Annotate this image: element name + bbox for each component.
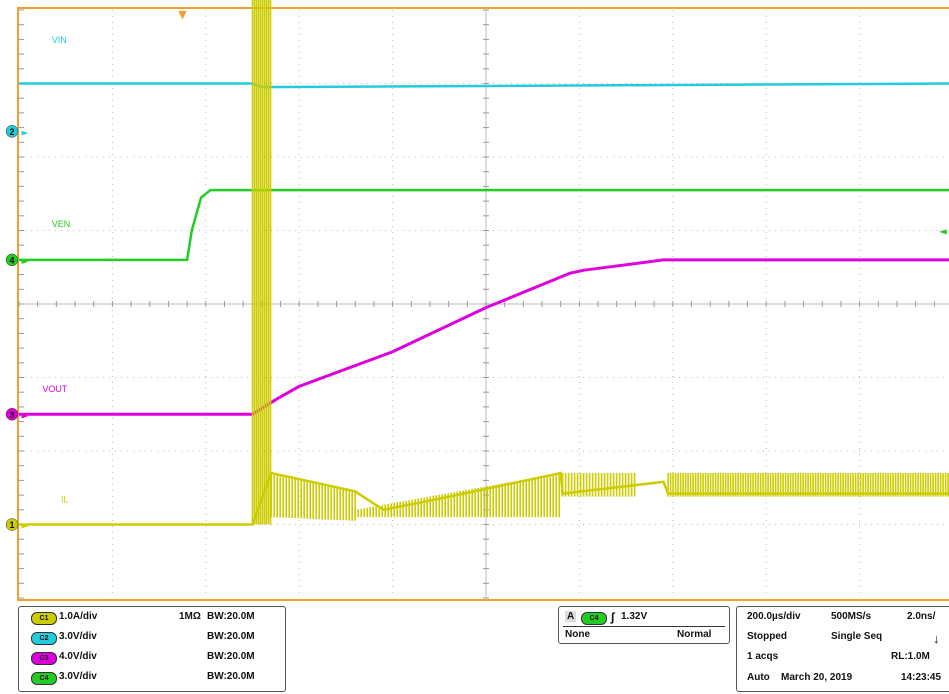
trigger-box[interactable]: A C4 ∫ 1.32V None Normal: [558, 606, 730, 644]
trace-il-ripple: [354, 473, 560, 518]
channel-row[interactable]: C2 3.0V/div BW:20.0M: [19, 629, 285, 647]
channel-arrow-icon: ►: [22, 128, 29, 138]
trigger-coupling: None: [565, 629, 590, 640]
time-resolution: 2.0ns/: [907, 611, 936, 622]
channel-settings-box: C1 1.0A/div 1MΩ BW:20.0M C2 3.0V/div BW:…: [18, 606, 286, 692]
trace-label-vout: VOUT: [42, 384, 68, 394]
waveform-plot: ▼ VIN 2 ► VEN 4 ► VOUT 3 ► IL 1 ► ◄: [5, 0, 949, 601]
channel-scale: 3.0V/div: [59, 631, 97, 642]
timebase-box[interactable]: 200.0µs/div 500MS/s 2.0ns/ Stopped Singl…: [736, 606, 949, 692]
status-panel: C1 1.0A/div 1MΩ BW:20.0M C2 3.0V/div BW:…: [0, 604, 949, 694]
trigger-mode-letter: A: [565, 611, 577, 622]
trace-label-il: IL: [61, 494, 69, 504]
ven-reference-marker: ◄: [939, 227, 947, 238]
acquisition-mode: Single Seq: [831, 631, 883, 642]
channel-marker-label: 3: [9, 410, 14, 420]
channel-marker-label: 1: [9, 520, 14, 530]
trigger-level: 1.32V: [621, 611, 648, 622]
channel-arrow-icon: ►: [22, 257, 29, 267]
channel-row[interactable]: C1 1.0A/div 1MΩ BW:20.0M: [19, 609, 285, 627]
timebase-scale: 200.0µs/div: [747, 611, 801, 622]
channel-scale: 3.0V/div: [59, 671, 97, 682]
channel-chip: C2: [31, 632, 57, 645]
acquisition-count: 1 acqs: [747, 651, 779, 662]
channel-row[interactable]: C4 3.0V/div BW:20.0M: [19, 669, 285, 687]
trace-ven: [19, 188, 949, 262]
capture-date: March 20, 2019: [781, 672, 853, 683]
trigger-position-marker: ▼: [178, 8, 187, 21]
channel-marker-label: 4: [9, 255, 14, 265]
trace-il-ripple: [561, 473, 636, 497]
channel-row[interactable]: C3 4.0V/div BW:20.0M: [19, 649, 285, 667]
channel-arrow-icon: ►: [22, 522, 29, 532]
channel-bandwidth: BW:20.0M: [207, 631, 255, 642]
acquisition-state: Stopped: [747, 631, 787, 642]
down-arrow-icon: ↓: [933, 631, 940, 646]
channel-chip: C3: [31, 652, 57, 665]
channel-scale: 1.0A/div: [59, 611, 98, 622]
channel-chip: C1: [31, 612, 57, 625]
channel-marker-1: [5, 518, 19, 531]
trace-label-ven: VEN: [52, 219, 71, 229]
channel-bandwidth: BW:20.0M: [207, 651, 255, 662]
channel-bandwidth: BW:20.0M: [207, 611, 255, 622]
trace-il-ripple: [270, 473, 356, 521]
trace-il-ripple: [251, 0, 272, 525]
plot-frame: [17, 7, 949, 601]
channel-marker-3: [5, 408, 19, 421]
trace-il-ripple: [667, 473, 949, 497]
trigger-divider: [563, 626, 725, 627]
channel-marker-label: 2: [9, 127, 14, 137]
trigger-slope-icon: ∫: [611, 610, 615, 624]
channel-scale: 4.0V/div: [59, 651, 97, 662]
record-length: RL:1.0M: [891, 651, 930, 662]
channel-coupling: 1MΩ: [179, 611, 201, 622]
run-mode: Auto: [747, 672, 770, 683]
channel-marker-4: [5, 253, 19, 267]
trigger-mode: Normal: [677, 629, 712, 640]
capture-time: 14:23:45: [901, 672, 942, 683]
sample-rate: 500MS/s: [831, 611, 872, 622]
trigger-source-chip: C4: [581, 612, 607, 625]
channel-arrow-icon: ►: [22, 411, 29, 421]
trace-vin: [19, 82, 949, 89]
trace-vout: [19, 258, 949, 416]
channel-marker-2: [5, 125, 19, 138]
channel-chip: C4: [31, 672, 57, 685]
scope-display: ▼ VIN 2 ► VEN 4 ► VOUT 3 ► IL 1 ► ◄: [5, 0, 949, 601]
channel-bandwidth: BW:20.0M: [207, 671, 255, 682]
trace-label-vin: VIN: [52, 35, 67, 45]
